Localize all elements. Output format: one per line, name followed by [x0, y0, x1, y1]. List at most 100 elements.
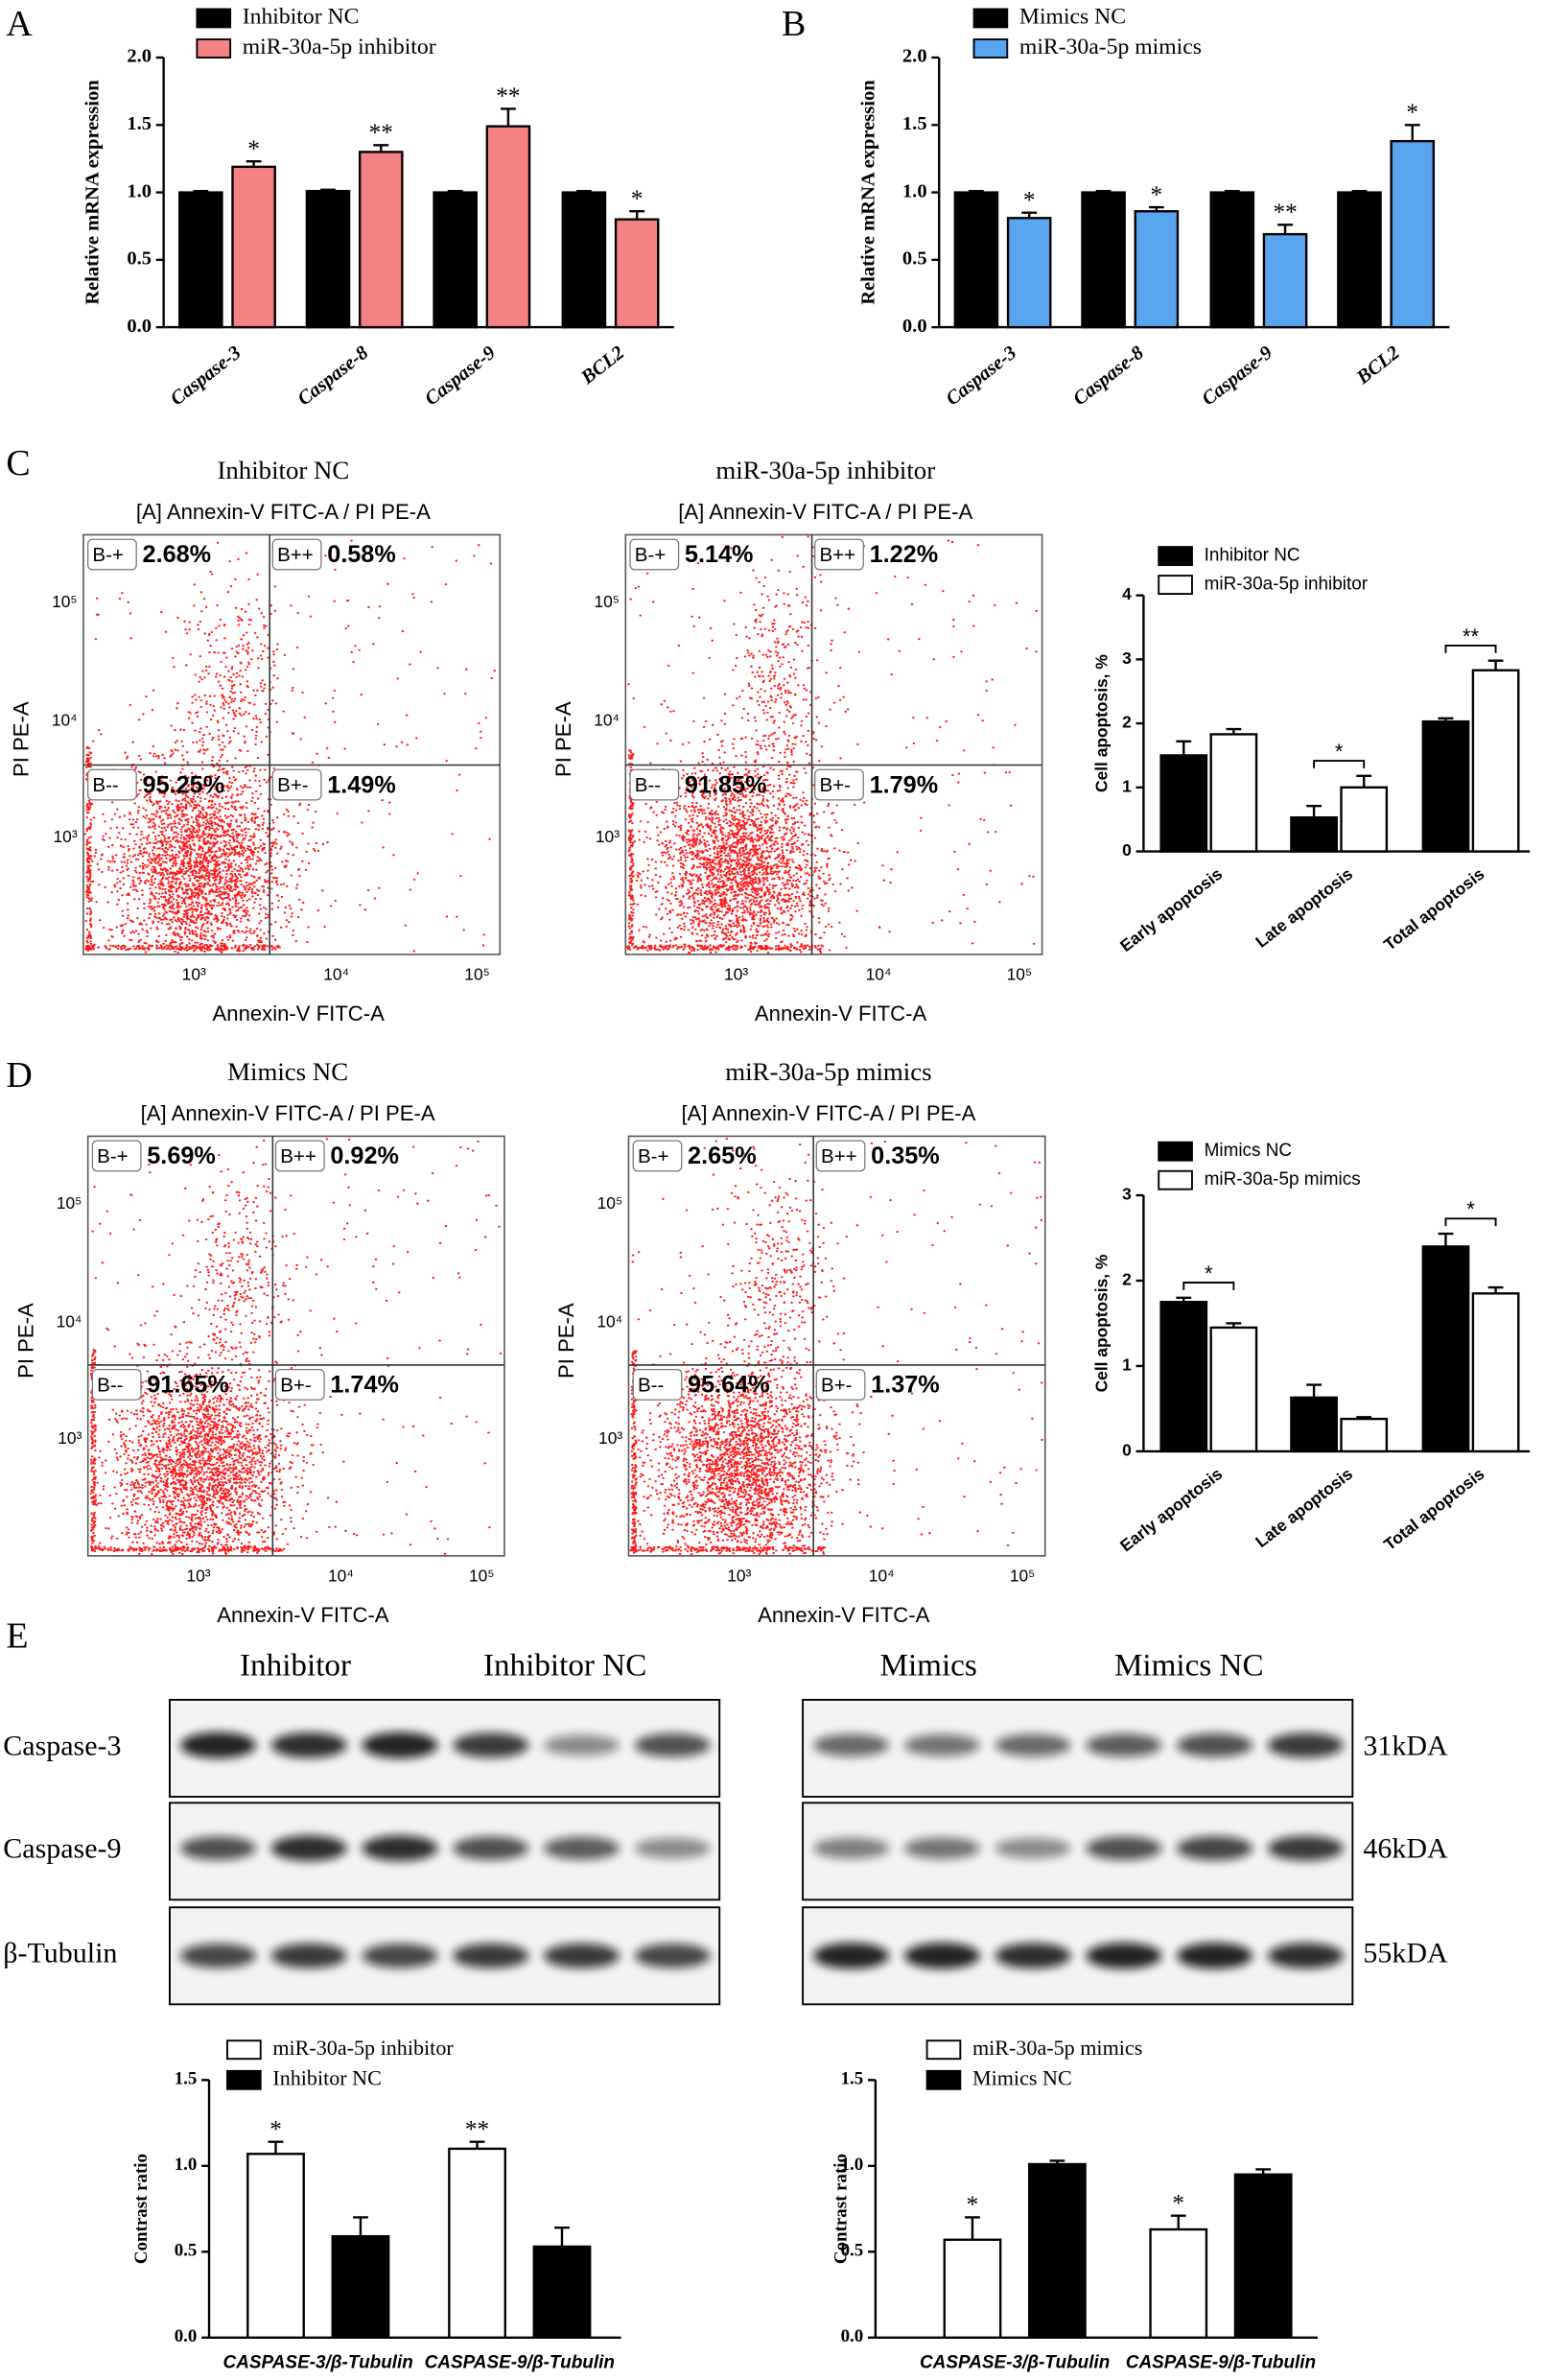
x-tick-label: Early apoptosis [1116, 1464, 1226, 1555]
blot-band [453, 1836, 529, 1861]
significance-bracket [1444, 1217, 1497, 1227]
bar [1159, 1301, 1208, 1453]
blot-band [1267, 1835, 1344, 1861]
y-tick-label: 0 [1122, 840, 1132, 860]
significance-label: * [967, 2191, 979, 2218]
error-bar [1277, 224, 1293, 235]
gate-value: 0.58% [327, 541, 396, 568]
gate-name: B+- [280, 1374, 312, 1396]
error-bar [1049, 2159, 1065, 2165]
error-bar [353, 2216, 368, 2237]
legend-label: Inhibitor NC [243, 4, 360, 29]
y-tick-label: 0.5 [841, 2241, 864, 2261]
error-bar [1404, 124, 1420, 142]
y-tick-label: 1 [1122, 1355, 1132, 1375]
event-dots [626, 535, 1038, 954]
error-bar [1351, 189, 1368, 193]
bar [358, 151, 404, 329]
legend-swatch [1158, 1169, 1193, 1190]
gate-name: B++ [821, 1145, 857, 1167]
y-tick-label: 0.0 [902, 316, 927, 337]
legend-label: miR-30a-5p mimics [972, 2036, 1142, 2060]
y-tick-label: 0.0 [841, 2326, 864, 2346]
blot-band [1086, 1943, 1162, 1969]
error-bar [193, 189, 209, 193]
error-bar [469, 2140, 485, 2149]
y-tick-label: 10⁵ [57, 1193, 82, 1213]
y-tick-label: 2.0 [127, 46, 152, 67]
plot-title: Inhibitor NC [217, 456, 349, 484]
significance-label: * [269, 2115, 282, 2142]
gate-box [632, 1140, 683, 1172]
bar [1081, 191, 1126, 329]
bar [1209, 1326, 1258, 1453]
blot-frame [802, 1698, 1354, 1798]
gate-name: B-- [638, 1374, 664, 1396]
y-tick-label: 1.0 [175, 2155, 198, 2175]
y-tick-label: 0.0 [127, 316, 152, 337]
event-dots [83, 539, 497, 954]
blot-band [544, 1943, 620, 1968]
error-bar [373, 144, 389, 153]
error-bar [969, 189, 984, 193]
gate-name: B++ [280, 1145, 316, 1167]
blot-band [634, 1837, 711, 1859]
x-tick-label: Late apoptosis [1252, 864, 1356, 952]
legend-label: Mimics NC [972, 2065, 1072, 2089]
bar [1290, 815, 1338, 853]
legend-swatch [226, 2069, 262, 2090]
bar [433, 191, 478, 329]
bar [1471, 669, 1520, 853]
error-bar [1438, 1232, 1454, 1247]
error-bar [1226, 727, 1242, 735]
blot-band [1086, 1836, 1162, 1861]
plot-frame [627, 1135, 1046, 1557]
significance-label: ** [496, 82, 520, 109]
blot-band [544, 1836, 620, 1860]
y-tick-label: 2.0 [902, 46, 927, 67]
blot-band [903, 1943, 980, 1969]
bar-chart: 0 1 2 3 Cell apoptosis, % Early apoptosis Late… [1091, 1141, 1531, 1555]
plot-frame [86, 1135, 505, 1557]
x-tick-label: Early apoptosis [1116, 864, 1226, 955]
significance-label: ** [1273, 199, 1297, 225]
gate-value: 1.22% [870, 541, 939, 568]
legend-swatch [1158, 575, 1193, 596]
error-bar [629, 210, 645, 220]
panel-label: C [6, 443, 30, 483]
panel-label: A [6, 4, 33, 44]
blot-band [903, 1837, 980, 1860]
gate-box [271, 768, 322, 801]
blot-frame [169, 1906, 721, 2006]
bar [231, 165, 276, 329]
bar [246, 2153, 305, 2339]
error-bar [554, 2227, 570, 2247]
legend-swatch [925, 2069, 962, 2090]
error-bar [1356, 1416, 1372, 1420]
bar [1134, 210, 1180, 329]
y-tick-label: 10⁵ [594, 592, 620, 611]
y-tick-label: 0.5 [902, 248, 927, 270]
gate-box [814, 768, 864, 801]
error-bar [501, 107, 516, 127]
blot-band [813, 1943, 890, 1969]
significance-label: ** [1463, 624, 1480, 648]
y-axis-label: PI PE-A [551, 701, 575, 777]
size-label: 55kDA [1363, 1938, 1448, 1969]
plot-frame [624, 533, 1043, 955]
lane-group-label: Inhibitor NC [483, 1647, 646, 1683]
gate-box [815, 1140, 866, 1172]
gate-box [274, 1140, 325, 1172]
y-tick-label: 2 [1122, 713, 1132, 732]
y-tick-label: 1.0 [127, 180, 152, 201]
flow-plot: miR-30a-5p mimics [A] Annexin-V FITC-A / … [554, 1057, 1046, 1627]
bar [532, 2245, 592, 2339]
y-tick-label: 10⁴ [594, 710, 620, 729]
y-tick-label: 10³ [54, 827, 78, 846]
y-tick-label: 1.5 [175, 2069, 198, 2089]
y-tick-label: 10⁵ [52, 592, 78, 611]
bar [1471, 1292, 1520, 1453]
plot-header: [A] Annexin-V FITC-A / PI PE-A [678, 500, 972, 524]
blot-frame [169, 1802, 721, 1901]
